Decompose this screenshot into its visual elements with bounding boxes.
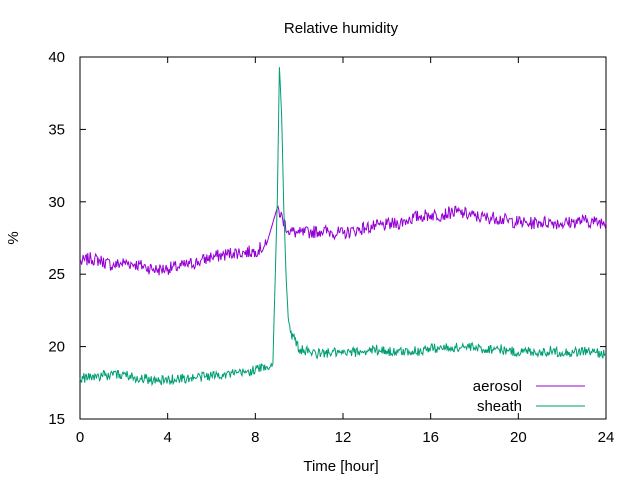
- chart-title: Relative humidity: [284, 20, 399, 37]
- y-tick-label: 15: [48, 411, 65, 428]
- x-tick-label: 24: [598, 429, 615, 446]
- series-lines: [79, 67, 607, 387]
- x-tick-label: 0: [76, 429, 84, 446]
- y-tick-label: 40: [48, 49, 65, 66]
- plot-frame: [79, 56, 607, 420]
- legend: aerosol sheath: [473, 378, 585, 415]
- y-axis-label: %: [5, 231, 22, 244]
- x-axis-label: Time [hour]: [303, 458, 378, 475]
- x-axis: 0 4 8 12 16 20 24: [76, 57, 615, 446]
- y-axis: 15 20 25 30 35 40: [48, 49, 606, 428]
- x-tick-label: 16: [422, 429, 439, 446]
- x-tick-label: 4: [163, 429, 171, 446]
- legend-label-sheath: sheath: [477, 398, 522, 415]
- y-tick-label: 30: [48, 194, 65, 211]
- legend-label-aerosol: aerosol: [473, 378, 522, 395]
- x-tick-label: 20: [510, 429, 527, 446]
- series-line-sheath: [79, 67, 607, 387]
- y-tick-label: 35: [48, 121, 65, 138]
- y-tick-label: 20: [48, 339, 65, 356]
- x-tick-label: 12: [335, 429, 352, 446]
- series-line-aerosol: [79, 205, 607, 276]
- y-tick-label: 25: [48, 266, 65, 283]
- x-tick-label: 8: [251, 429, 259, 446]
